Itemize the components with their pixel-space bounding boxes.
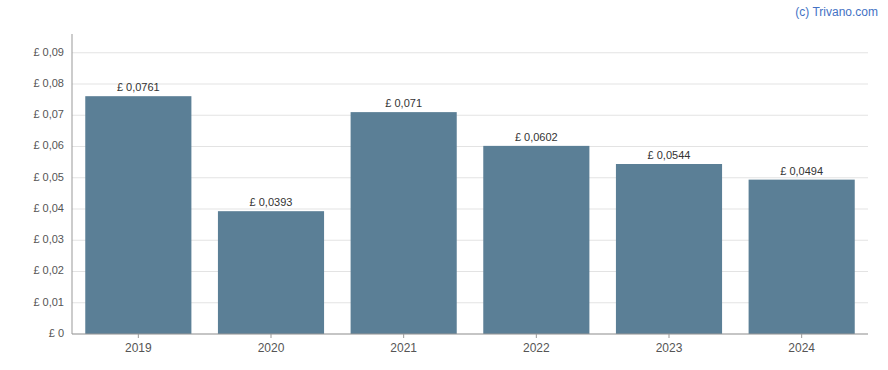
grid-line: [72, 52, 868, 53]
bar: [616, 164, 722, 334]
grid-line: [72, 334, 868, 335]
y-axis: £ 0 £ 0,01 £ 0,02 £ 0,03 £ 0,04 £ 0,05 £ 0,06 £…: [33, 34, 72, 339]
x-tick: [801, 334, 802, 338]
chart-container: £ 0 £ 0,01 £ 0,02 £ 0,03 £ 0,04 £ 0,05 £ 0,06 £…: [0, 0, 888, 370]
x-tick-label: 2022: [523, 341, 550, 355]
bar: [218, 211, 324, 334]
x-tick: [138, 334, 139, 338]
data-label: £ 0,071: [385, 97, 422, 109]
x-tick-label: 2019: [125, 341, 152, 355]
data-label: £ 0,0761: [117, 81, 160, 93]
y-tick-label: £ 0,06: [33, 139, 64, 151]
y-tick-label: £ 0: [49, 327, 64, 339]
data-label: £ 0,0393: [250, 196, 293, 208]
x-tick-label: 2024: [788, 341, 815, 355]
x-tick: [403, 334, 404, 338]
y-tick-label: £ 0,02: [33, 264, 64, 276]
annotations: (c) Trivano.com: [795, 5, 878, 19]
bar: [749, 180, 855, 334]
grid: [72, 53, 868, 334]
bars: [85, 96, 854, 334]
x-tick: [669, 334, 670, 338]
y-tick-label: £ 0,09: [33, 46, 64, 58]
data-labels: £ 0,0761 £ 0,0393 £ 0,071 £ 0,0602 £ 0,0544 £…: [117, 81, 823, 208]
y-tick-label: £ 0,05: [33, 171, 64, 183]
y-tick-label: £ 0,01: [33, 296, 64, 308]
x-tick: [536, 334, 537, 338]
chart-svg: £ 0 £ 0,01 £ 0,02 £ 0,03 £ 0,04 £ 0,05 £ 0,06 £…: [0, 0, 888, 370]
watermark: (c) Trivano.com: [795, 5, 878, 19]
bar: [85, 96, 191, 334]
x-tick: [271, 334, 272, 338]
y-tick-label: £ 0,07: [33, 108, 64, 120]
y-axis-line: [72, 34, 73, 334]
bar: [483, 146, 589, 334]
data-label: £ 0,0494: [780, 165, 823, 177]
y-tick-label: £ 0,04: [33, 202, 64, 214]
bar: [351, 112, 457, 334]
grid-line: [72, 84, 868, 85]
x-tick-label: 2023: [656, 341, 683, 355]
x-axis: 2019 2020 2021 2022 2023 2024: [72, 334, 868, 355]
y-tick-label: £ 0,03: [33, 233, 64, 245]
x-tick-label: 2020: [258, 341, 285, 355]
y-tick-label: £ 0,08: [33, 77, 64, 89]
x-axis-line: [72, 334, 868, 335]
data-label: £ 0,0544: [648, 149, 691, 161]
x-tick-label: 2021: [390, 341, 417, 355]
data-label: £ 0,0602: [515, 131, 558, 143]
